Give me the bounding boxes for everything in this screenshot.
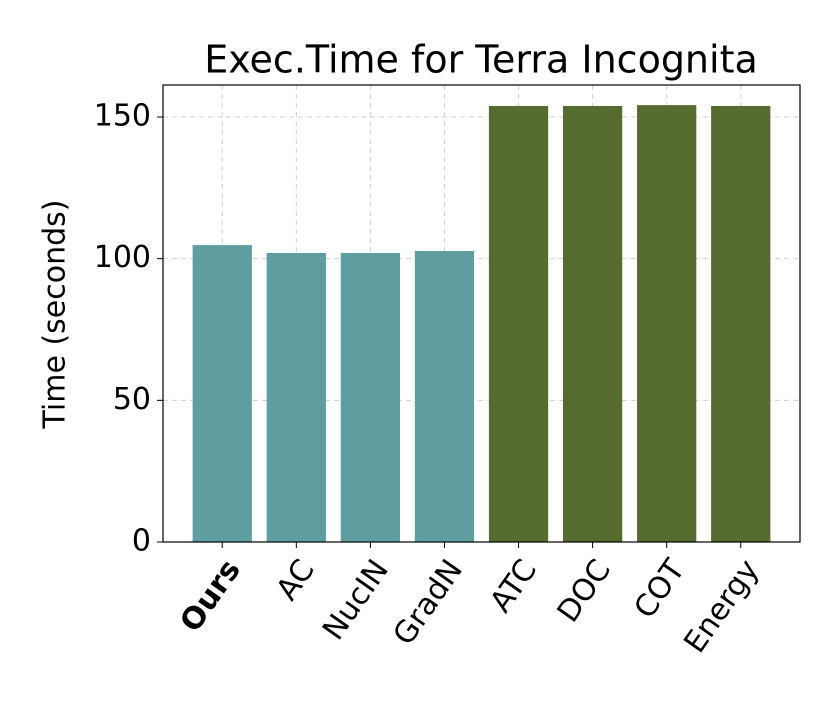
bar <box>266 253 326 542</box>
bar <box>637 105 697 542</box>
x-tick-label: NucIN <box>316 553 396 646</box>
bar <box>340 253 401 542</box>
x-tick-label: COT <box>627 553 692 625</box>
x-tick-label: ATC <box>483 553 544 619</box>
y-axis-label: Time (seconds) <box>38 200 73 430</box>
bar <box>562 105 623 542</box>
bar <box>414 251 475 542</box>
x-tick-label: AC <box>270 553 322 607</box>
x-tick-label: DOC <box>551 553 618 629</box>
y-tick-label: 0 <box>132 524 151 559</box>
x-tick-label: Energy <box>677 553 766 659</box>
bar <box>192 245 252 542</box>
y-tick-label: 100 <box>94 240 151 275</box>
bar <box>711 105 771 542</box>
chart-title: Exec.Time for Terra Incognita <box>204 38 758 82</box>
plot-frame <box>162 84 801 543</box>
y-tick-label: 150 <box>94 99 151 134</box>
bar <box>488 105 549 542</box>
y-tick-label: 50 <box>113 382 151 417</box>
x-tick-label: GradN <box>387 553 470 651</box>
x-tick-label: Ours <box>173 553 247 638</box>
